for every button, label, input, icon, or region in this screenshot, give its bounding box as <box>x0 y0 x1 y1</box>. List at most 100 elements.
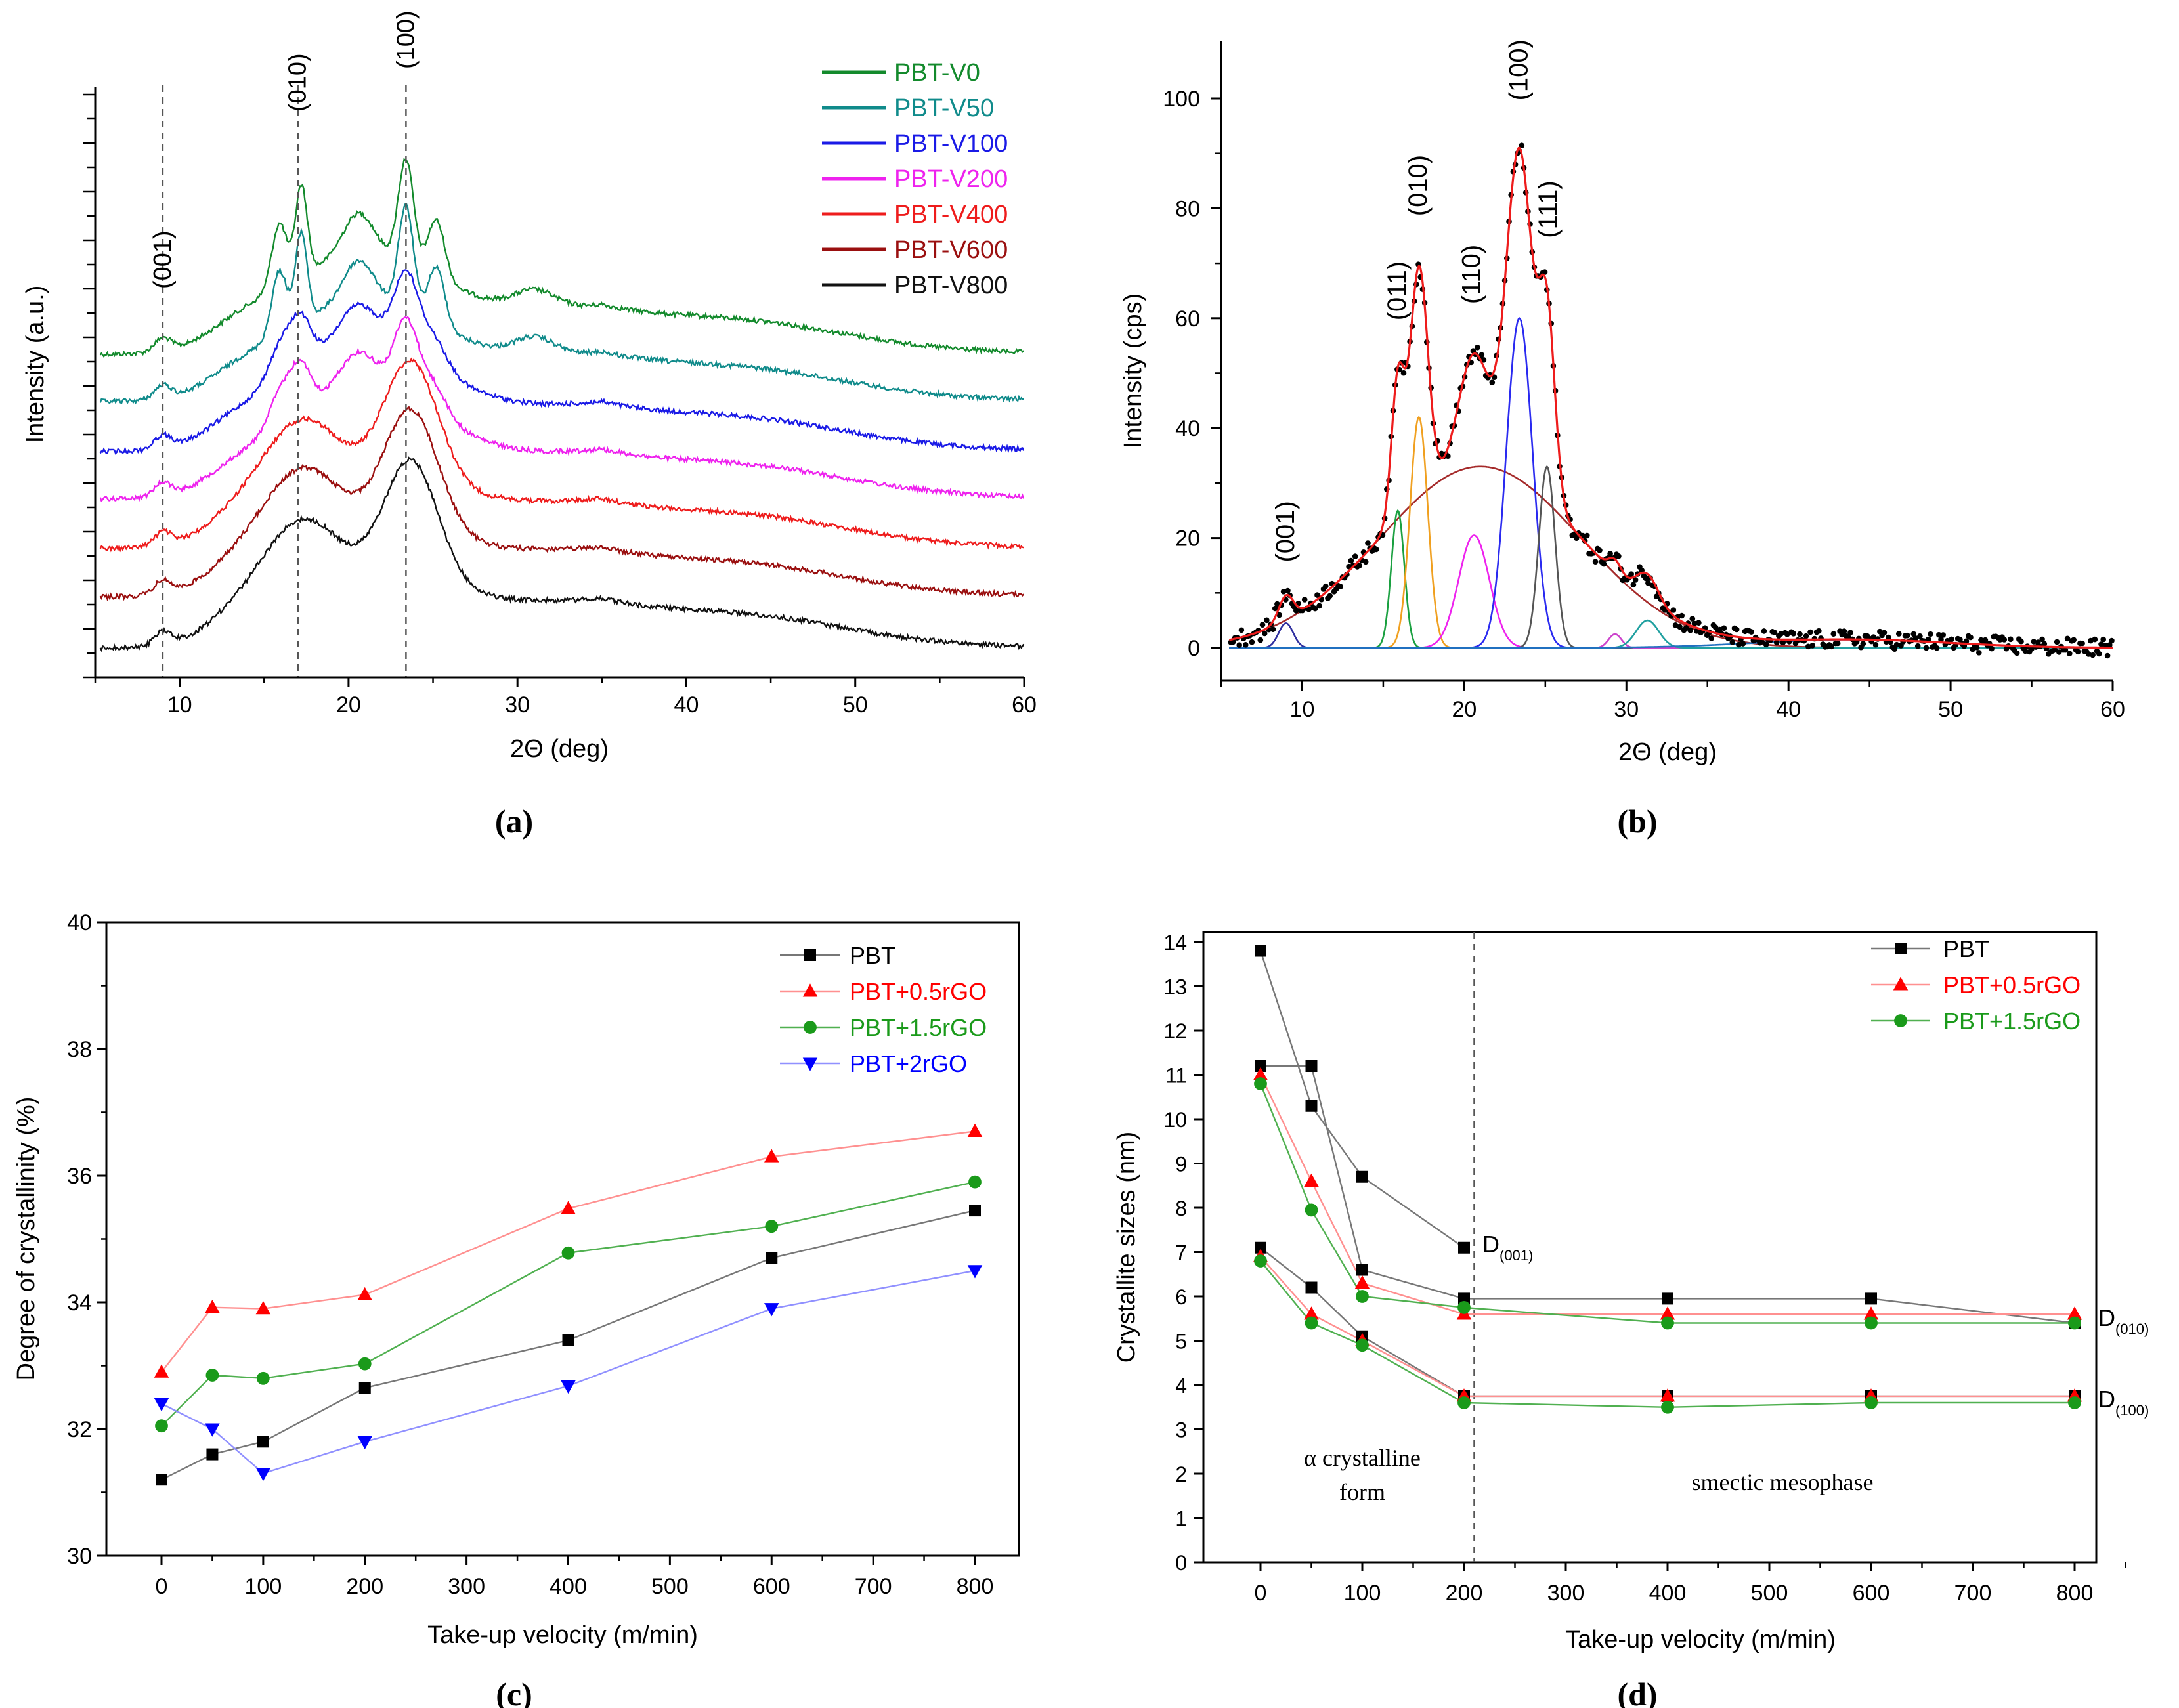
x-tick-label: 200 <box>346 1574 383 1599</box>
experimental-point <box>1670 607 1677 613</box>
peak-label-(111): (111) <box>1534 181 1563 238</box>
panel-d-crystallite-sizes: 0 100 200 300 400 500 600 700 800012345678910111… <box>1113 931 2149 1708</box>
experimental-point <box>1249 639 1255 645</box>
panel-b-plot-area <box>1228 142 2115 659</box>
experimental-point <box>1936 631 1942 638</box>
experimental-point <box>2064 635 2071 642</box>
experimental-point <box>2001 637 2008 643</box>
panel-b-x-axis-label: 2Θ (deg) <box>1618 738 1717 766</box>
experimental-point <box>2071 637 2077 643</box>
experimental-point <box>1687 627 1693 633</box>
experimental-point <box>2056 649 2062 655</box>
experimental-point <box>1348 557 1354 564</box>
data-point-PBT+1.5rGO D(010) <box>1661 1316 1674 1330</box>
data-point-PBT+1.5rGO <box>561 1246 575 1260</box>
experimental-point <box>1257 637 1264 643</box>
x-tick-label: 800 <box>957 1574 994 1599</box>
experimental-point <box>2039 636 2045 643</box>
data-point-PBT+0.5rGO D(010) <box>1863 1306 1879 1320</box>
experimental-point <box>1352 553 1358 559</box>
data-point-PBT+0.5rGO D(010) <box>1354 1275 1370 1289</box>
experimental-point <box>2054 639 2060 645</box>
y-tick-label: 4 <box>1175 1374 1187 1398</box>
data-point-PBT <box>257 1436 269 1448</box>
experimental-point <box>1270 626 1276 632</box>
experimental-point <box>1708 635 1714 641</box>
xrd-curve-PBT-V400 <box>99 357 1024 553</box>
experimental-point <box>1337 584 1343 589</box>
panel-a-x-ticks: 10 20 30 40 50 60 <box>94 677 1037 717</box>
x-tick-label: 600 <box>753 1574 790 1599</box>
x-tick-label: 40 <box>674 693 699 717</box>
data-point-PBT D(001) <box>1305 1100 1318 1112</box>
data-point-PBT <box>562 1334 574 1346</box>
experimental-point <box>1362 559 1369 565</box>
experimental-point <box>1912 635 1919 641</box>
experimental-point <box>1828 643 1834 650</box>
series-label-d001: D(001) <box>1482 1231 1533 1264</box>
data-point-PBT D(001) <box>1255 945 1266 957</box>
data-point-PBT D(010) <box>1255 1060 1266 1072</box>
legend-label-PBT-V600: PBT-V600 <box>894 236 1008 264</box>
y-tick-label: 36 <box>67 1164 92 1189</box>
experimental-point <box>2096 651 2102 657</box>
experimental-point <box>1327 593 1333 599</box>
x-tick-label: 50 <box>843 693 868 717</box>
y-tick-label: 1 <box>1175 1507 1187 1531</box>
x-tick-label: 10 <box>1290 697 1315 722</box>
legend-marker-PBT+0.5rGO <box>1893 977 1909 991</box>
x-tick-label: 0 <box>156 1574 168 1599</box>
experimental-point <box>1790 631 1797 637</box>
data-point-PBT+1.5rGO D(100) <box>1865 1396 1878 1409</box>
experimental-point <box>1928 631 1933 637</box>
panel-a-xrd-profiles: (001)(010)(100) 10 20 30 40 50 60 PBT-V0PBT-V… <box>22 11 1037 840</box>
data-point-PBT+1.5rGO <box>765 1220 779 1233</box>
experimental-point <box>1230 639 1236 645</box>
experimental-point <box>1616 553 1622 559</box>
data-point-PBT+0.5rGO D(010) <box>1304 1173 1319 1187</box>
experimental-point <box>1933 645 1940 651</box>
experimental-point <box>1721 625 1727 631</box>
legend-label-PBT+0.5rGO: PBT+0.5rGO <box>850 978 987 1005</box>
experimental-point <box>2075 649 2081 655</box>
xrd-curve-PBT-V800 <box>99 456 1025 652</box>
experimental-point <box>1809 643 1815 649</box>
data-point-PBT+1.5rGO D(010) <box>1457 1300 1471 1314</box>
experimental-point <box>2018 638 2024 645</box>
experimental-point <box>1784 631 1790 637</box>
experimental-point <box>1683 625 1689 631</box>
experimental-point <box>1301 597 1308 603</box>
experimental-point <box>1904 632 1910 639</box>
experimental-point <box>1630 582 1637 588</box>
panel-a-reference-lines: (001) (010) (100) <box>149 11 420 677</box>
peak-label-(100): (100) <box>1504 39 1533 100</box>
experimental-point <box>1807 629 1813 635</box>
experimental-point <box>1841 628 1847 634</box>
experimental-point <box>2107 642 2113 648</box>
data-point-PBT+0.5rGO <box>561 1201 576 1214</box>
series-label-d001-sub: (001) <box>1499 1247 1533 1264</box>
experimental-point <box>1816 628 1822 634</box>
panel-c-legend: PBT PBT+0.5rGO PBT+1.5rGO PBT+2rGO <box>780 942 987 1077</box>
data-point-PBT D(001) <box>1458 1241 1470 1254</box>
data-point-PBT+1.5rGO <box>205 1369 219 1382</box>
data-point-PBT+0.5rGO D(100) <box>1660 1388 1675 1402</box>
experimental-point <box>1261 630 1268 637</box>
experimental-point <box>1763 641 1769 648</box>
data-point-PBT+2rGO <box>357 1436 372 1449</box>
data-point-PBT+1.5rGO D(100) <box>1457 1396 1471 1409</box>
experimental-point <box>2104 652 2111 659</box>
experimental-point <box>1896 631 1902 637</box>
legend-label-PBT-V400: PBT-V400 <box>894 201 1008 228</box>
experimental-point <box>1830 631 1837 637</box>
y-tick-label: 8 <box>1175 1197 1187 1220</box>
x-tick-label: 10 <box>167 693 192 717</box>
panel-c-crystallinity: 0 100 200 300 400 500 600 700 800 30 32 34 36 38 40 PB… <box>12 910 1020 1708</box>
y-tick-label: 7 <box>1175 1241 1187 1265</box>
experimental-point <box>1489 379 1496 385</box>
experimental-point <box>1607 551 1613 557</box>
peak-label-(011): (011) <box>1383 261 1412 320</box>
experimental-point <box>1314 592 1320 598</box>
experimental-point <box>1957 636 1963 643</box>
experimental-point <box>1729 639 1736 645</box>
